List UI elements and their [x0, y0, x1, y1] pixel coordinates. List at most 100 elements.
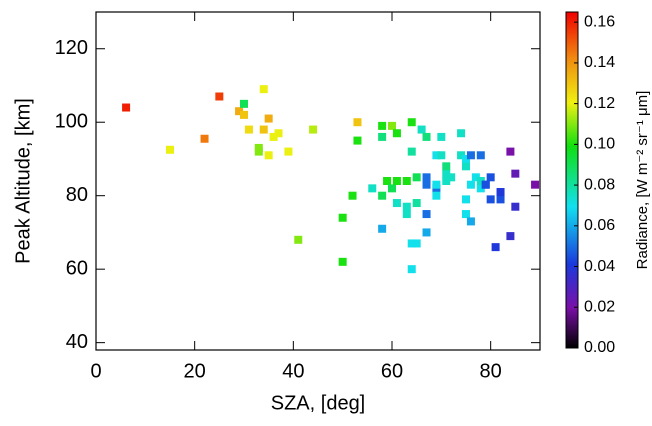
point: [294, 235, 303, 244]
point: [462, 162, 470, 171]
point: [422, 132, 431, 141]
point: [432, 191, 441, 200]
point: [407, 265, 416, 274]
colorbar-tick-label: 0.08: [584, 176, 615, 193]
x-tick-label: 20: [184, 360, 206, 382]
point: [422, 180, 431, 189]
point: [338, 257, 347, 266]
point: [422, 228, 431, 237]
point: [442, 169, 451, 178]
point: [407, 239, 416, 248]
point: [368, 184, 377, 193]
point: [486, 195, 495, 204]
point: [457, 129, 466, 138]
point: [471, 173, 480, 182]
colorbar-tick-label: 0.10: [584, 136, 615, 153]
point: [392, 129, 401, 138]
point: [383, 177, 392, 185]
point: [466, 180, 475, 189]
colorbar-label: Radiance, [W m⁻² sr⁻¹ μm]: [634, 91, 651, 270]
point: [402, 202, 411, 211]
point: [240, 99, 248, 108]
point: [274, 129, 283, 138]
point: [412, 173, 421, 182]
point: [432, 180, 441, 189]
point: [235, 107, 244, 116]
point: [447, 173, 456, 182]
point: [437, 132, 446, 141]
y-tick-label: 80: [66, 184, 88, 206]
point: [462, 154, 470, 163]
point: [506, 147, 515, 156]
colorbar-tick-label: 0.14: [584, 54, 615, 71]
point: [466, 151, 475, 160]
point: [348, 191, 357, 200]
point: [378, 224, 387, 233]
point: [378, 132, 387, 141]
point: [506, 232, 515, 241]
colorbar-tick-label: 0.02: [584, 298, 615, 315]
point: [407, 147, 416, 156]
point: [531, 180, 540, 189]
point: [422, 210, 431, 219]
point: [215, 92, 224, 101]
point: [254, 147, 263, 156]
point: [417, 125, 426, 134]
point: [259, 85, 268, 94]
point: [511, 202, 520, 211]
point: [240, 110, 248, 119]
point: [244, 125, 253, 134]
plot-frame: [95, 11, 541, 351]
point: [353, 136, 362, 145]
point: [353, 118, 362, 127]
point: [476, 184, 485, 193]
x-tick-label: 0: [90, 360, 101, 382]
colorbar-tick-label: 0.00: [584, 339, 615, 356]
y-tick-label: 40: [66, 331, 88, 353]
point: [481, 180, 490, 189]
point: [462, 210, 470, 219]
point: [392, 199, 401, 208]
point: [437, 151, 446, 160]
point: [476, 177, 485, 185]
colorbar-tick-label: 0.12: [584, 95, 615, 112]
point: [496, 195, 505, 204]
y-tick-label: 60: [66, 257, 88, 279]
colorbar-tick-label: 0.04: [584, 258, 615, 275]
point: [264, 151, 273, 160]
y-tick-label: 120: [55, 37, 88, 59]
point: [496, 188, 505, 197]
point: [378, 191, 387, 200]
x-tick-label: 40: [282, 360, 304, 382]
point: [457, 151, 466, 160]
point: [462, 195, 470, 204]
x-tick-label: 80: [480, 360, 502, 382]
point: [200, 134, 209, 143]
point: [476, 151, 485, 160]
point: [466, 217, 475, 226]
point: [166, 145, 174, 154]
point: [511, 169, 520, 178]
point: [422, 173, 431, 182]
x-tick-label: 60: [381, 360, 403, 382]
point: [338, 213, 347, 222]
point: [407, 118, 416, 127]
point: [486, 173, 495, 182]
point: [269, 132, 278, 141]
point: [388, 121, 396, 130]
colorbar-tick-label: 0.06: [584, 217, 615, 234]
point: [412, 239, 421, 248]
point: [402, 177, 411, 185]
point: [442, 162, 451, 171]
colorbar-tick-label: 0.16: [584, 13, 615, 30]
point: [392, 177, 401, 185]
colorbar: [565, 11, 579, 349]
point: [491, 243, 500, 252]
point: [442, 177, 451, 185]
point: [259, 125, 268, 134]
point: [378, 121, 387, 130]
x-axis-label: SZA, [deg]: [271, 392, 366, 414]
point: [284, 147, 293, 156]
